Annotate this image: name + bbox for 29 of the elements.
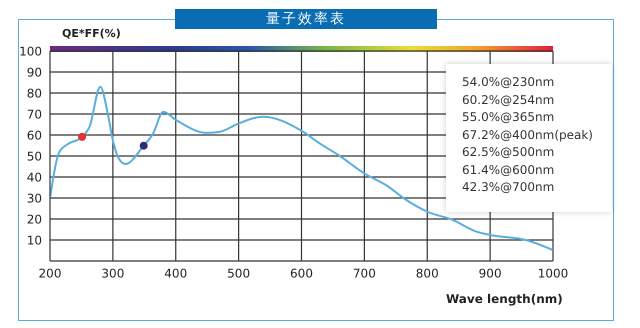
annotation: 60.2%@254nm: [462, 92, 556, 108]
x-tick-label: 600: [290, 266, 313, 281]
x-tick-label: 300: [101, 266, 124, 281]
x-tick-label: 200: [38, 266, 62, 281]
annotation: 54.0%@230nm: [462, 74, 556, 91]
y-tick-label: 80: [26, 86, 42, 100]
x-tick-label: 400: [164, 266, 188, 281]
y-axis-title: QE*FF(%): [62, 27, 121, 40]
y-tick-label: 40: [26, 170, 42, 184]
x-tick-label: 500: [227, 266, 250, 281]
y-tick-label: 20: [26, 212, 42, 226]
x-tick-label: 700: [352, 266, 376, 281]
annotation: 61.4%@600nm: [462, 162, 556, 178]
y-tick-label: 60: [26, 128, 42, 142]
annotation: 42.3%@700nm: [462, 179, 556, 196]
y-tick-label: 50: [26, 149, 42, 164]
y-tick-label: 100: [19, 44, 42, 58]
annotation: 55.0%@365nm: [462, 109, 556, 126]
x-tick-label: 900: [478, 266, 502, 281]
annotation: 67.2%@400nm(peak): [462, 126, 594, 144]
x-tick-label: 800: [416, 266, 439, 281]
y-tick-label: 90: [26, 65, 42, 80]
y-tick-label: 70: [26, 107, 42, 122]
y-tick-label: 10: [26, 233, 42, 248]
x-axis-title: Wave length(nm): [446, 292, 563, 306]
x-tick-label: 1000: [538, 266, 568, 281]
y-tick-label: 30: [26, 191, 42, 206]
chart-title: 量子效率表: [175, 9, 437, 29]
annotation: 62.5%@500nm: [462, 144, 556, 161]
